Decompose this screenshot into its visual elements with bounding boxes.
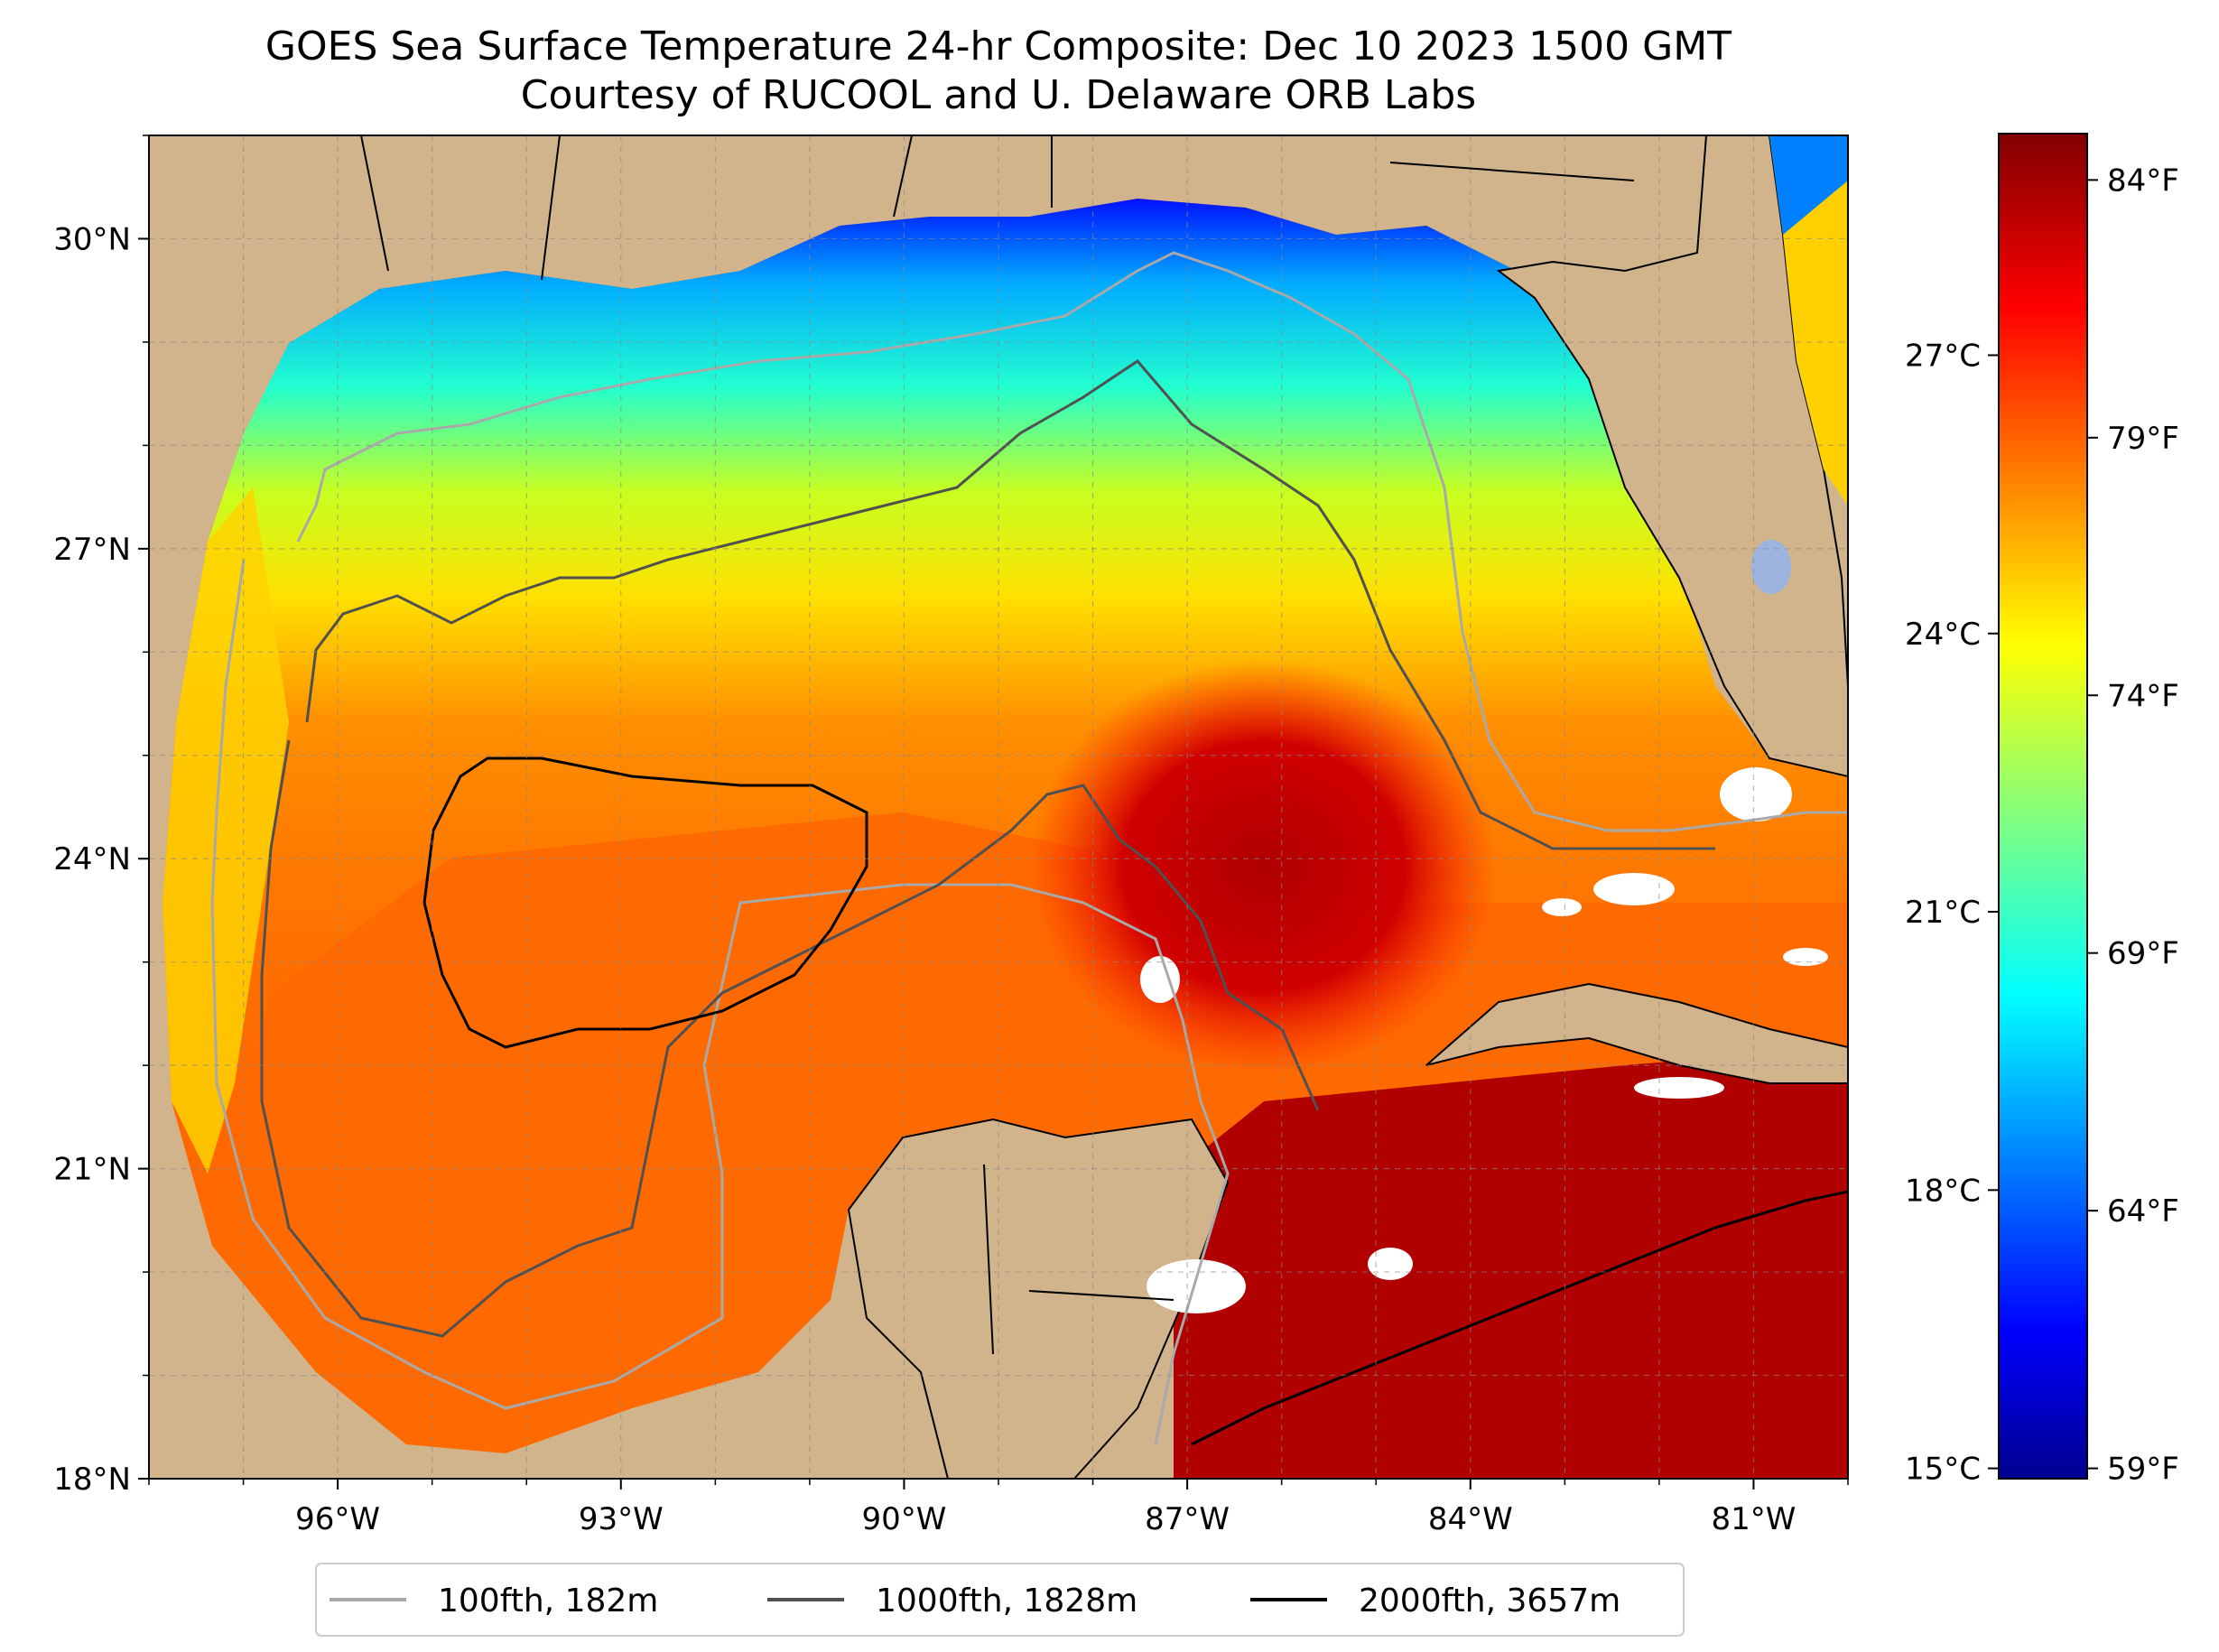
y-tick-label: 21°N bbox=[53, 1152, 131, 1188]
western-shelf-yellow bbox=[162, 487, 289, 1174]
legend-label-1000fth: 1000fth, 1828m bbox=[876, 1582, 1137, 1620]
colorbar-f-label: 84°F bbox=[2107, 162, 2179, 199]
x-tick-label: 90°W bbox=[861, 1501, 946, 1537]
colorbar-f-label: 74°F bbox=[2107, 678, 2179, 714]
colorbar-c-label: 18°C bbox=[1905, 1173, 1981, 1209]
isobath-1000fth bbox=[260, 359, 1715, 1338]
loop-current-warm-core bbox=[1029, 659, 1499, 1074]
colorbar-fahrenheit-axis: 59°F 64°F 69°F 74°F 79°F 84°F bbox=[2087, 162, 2179, 1488]
colorbar-f-label: 79°F bbox=[2107, 421, 2179, 457]
y-tick-label: 30°N bbox=[53, 221, 131, 257]
colorbar-c-label: 27°C bbox=[1905, 338, 1981, 374]
no-data-patches bbox=[1140, 767, 1828, 1313]
colorbar bbox=[1998, 133, 2088, 1480]
isobath-100fth bbox=[210, 251, 1848, 1445]
legend-label-2000fth: 2000fth, 3657m bbox=[1359, 1582, 1620, 1620]
caribbean-warm-water bbox=[1174, 1047, 1848, 1479]
legend-label-100fth: 100fth, 182m bbox=[438, 1582, 658, 1620]
y-axis: 18°N 21°N 24°N 27°N 30°N bbox=[53, 135, 149, 1498]
map-title: GOES Sea Surface Temperature 24-hr Compo… bbox=[265, 23, 1732, 70]
x-tick-label: 84°W bbox=[1428, 1501, 1513, 1537]
map-panel bbox=[149, 135, 1848, 1479]
northern-shelf-gradient bbox=[162, 199, 1848, 1246]
political-boundaries bbox=[360, 135, 1635, 1355]
y-tick-label: 18°N bbox=[53, 1462, 131, 1498]
colorbar-c-label: 15°C bbox=[1905, 1452, 1981, 1488]
colorbar-f-label: 59°F bbox=[2107, 1452, 2179, 1488]
colorbar-c-label: 21°C bbox=[1905, 895, 1981, 931]
y-tick-label: 27°N bbox=[53, 532, 131, 568]
lake-okeechobee bbox=[1751, 540, 1791, 594]
colorbar-f-label: 64°F bbox=[2107, 1193, 2179, 1230]
map-subtitle: Courtesy of RUCOOL and U. Delaware ORB L… bbox=[521, 72, 1476, 118]
x-tick-label: 87°W bbox=[1145, 1501, 1230, 1537]
x-tick-label: 81°W bbox=[1711, 1501, 1796, 1537]
atlantic-strip-cool bbox=[1769, 135, 1848, 235]
y-tick-label: 24°N bbox=[53, 841, 131, 877]
x-tick-label: 93°W bbox=[579, 1501, 664, 1537]
isobath-legend: 100fth, 182m 1000fth, 1828m 2000fth, 365… bbox=[315, 1563, 1685, 1637]
x-tick-label: 96°W bbox=[295, 1501, 380, 1537]
x-axis: 96°W 93°W 90°W 87°W 84°W 81°W bbox=[148, 1479, 1849, 1537]
colorbar-f-label: 69°F bbox=[2107, 936, 2179, 972]
isobath-2000fth bbox=[422, 756, 1848, 1446]
cuba-land bbox=[1425, 982, 1848, 1084]
colorbar-c-label: 24°C bbox=[1905, 617, 1981, 653]
map-gridlines bbox=[149, 135, 1848, 1479]
colorbar-celsius-axis: 15°C 18°C 21°C 24°C 27°C bbox=[1905, 338, 1999, 1488]
legend-box bbox=[315, 1563, 1685, 1637]
